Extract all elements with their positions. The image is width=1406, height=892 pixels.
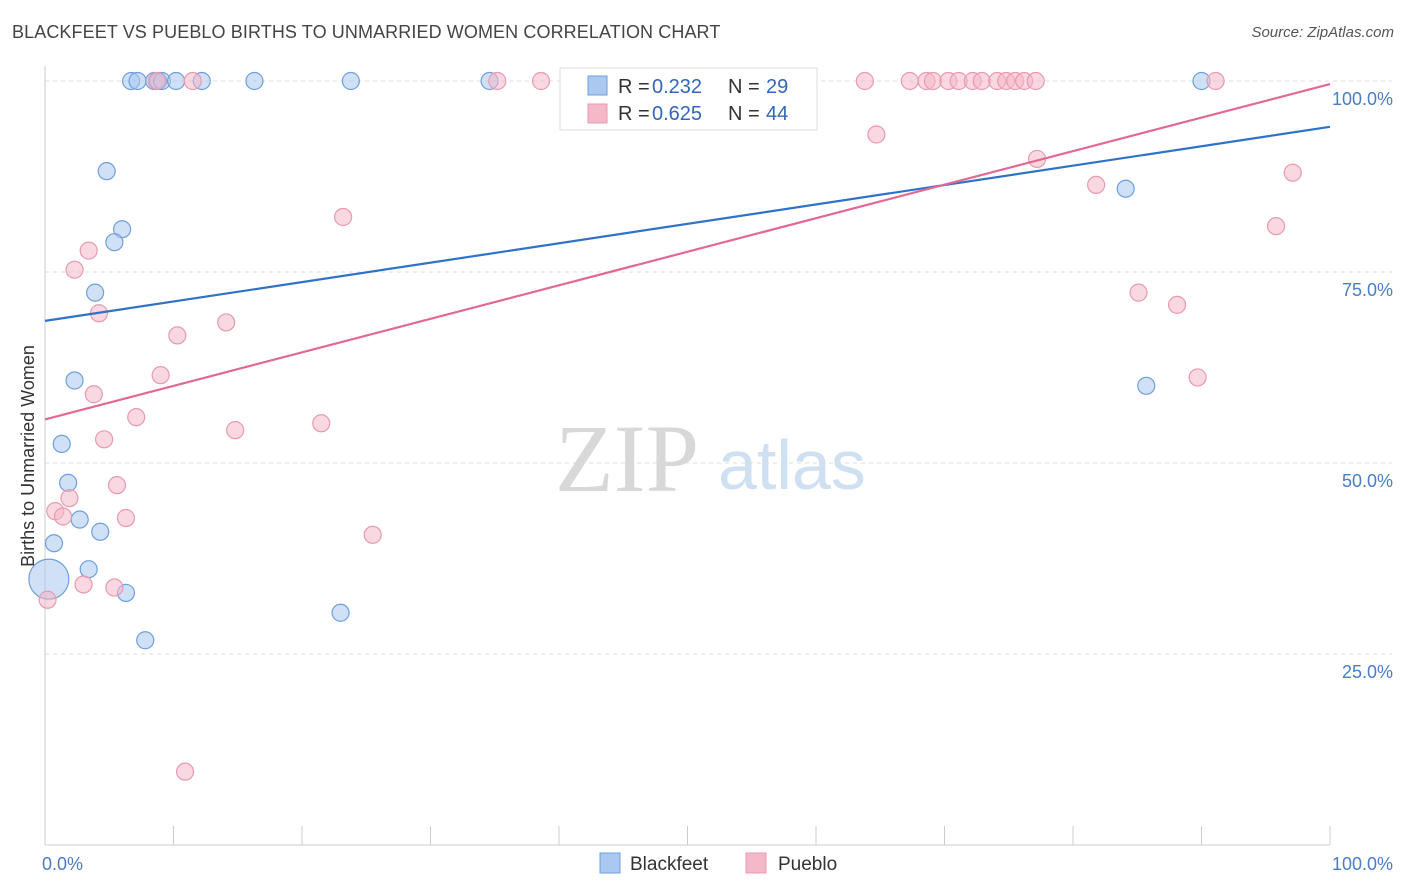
bottom-legend-swatch-blackfeet (599, 852, 621, 874)
grid-layer (45, 80, 1392, 655)
data-point-pueblo (1188, 368, 1207, 387)
data-point-pueblo (60, 489, 79, 508)
data-point-pueblo (531, 71, 551, 91)
points-layer (28, 71, 1302, 781)
data-point-pueblo (1266, 217, 1286, 236)
data-point-blackfeet (128, 71, 147, 91)
data-point-pueblo (74, 575, 93, 594)
data-point-blackfeet (86, 283, 105, 302)
data-point-blackfeet (91, 522, 110, 541)
data-point-blackfeet (166, 71, 186, 91)
data-point-pueblo (217, 313, 236, 332)
data-point-blackfeet (1116, 179, 1135, 198)
trend-layer (44, 82, 1331, 421)
y-axis-title: Births to Unmarried Women (18, 345, 38, 567)
data-point-pueblo (151, 366, 170, 385)
data-point-pueblo (334, 207, 353, 227)
data-point-pueblo (168, 326, 187, 345)
legend-n-value-pueblo: 44 (766, 103, 788, 125)
y-tick-label: 50.0% (1342, 471, 1393, 491)
data-point-pueblo (147, 71, 166, 91)
data-point-pueblo (855, 71, 874, 91)
data-point-pueblo (1283, 163, 1302, 182)
data-point-pueblo (1129, 283, 1148, 302)
data-point-pueblo (488, 71, 507, 91)
data-point-pueblo (107, 476, 127, 495)
y-tick-label: 25.0% (1342, 662, 1393, 682)
legend-r-value-blackfeet: 0.232 (652, 76, 702, 98)
data-point-pueblo (226, 421, 245, 440)
legend-r-value-pueblo: 0.625 (652, 103, 702, 125)
y-tick-label: 100.0% (1332, 89, 1393, 109)
series-legend: Blackfeet Pueblo (599, 852, 837, 875)
legend-swatch-pueblo (587, 103, 608, 124)
data-point-blackfeet (341, 71, 360, 91)
watermark-zip: ZIP (555, 405, 699, 512)
data-point-blackfeet (136, 631, 155, 650)
data-point-blackfeet (331, 603, 350, 622)
data-point-pueblo (84, 385, 103, 404)
data-point-pueblo (1206, 71, 1225, 91)
legend-n-value-blackfeet: 29 (766, 76, 788, 98)
data-point-blackfeet (97, 162, 116, 181)
data-point-blackfeet (70, 510, 89, 529)
data-point-pueblo (127, 408, 146, 427)
data-point-blackfeet (59, 473, 78, 492)
data-point-blackfeet (245, 71, 264, 91)
trendline-blackfeet (44, 125, 1331, 322)
bottom-legend-label-blackfeet: Blackfeet (630, 854, 709, 875)
chart-title: BLACKFEET VS PUEBLO BIRTHS TO UNMARRIED … (12, 22, 721, 42)
legend-n-label-pueblo: N = (728, 103, 760, 125)
data-point-blackfeet (105, 233, 124, 252)
data-point-pueblo (923, 71, 943, 91)
data-point-pueblo (65, 260, 84, 279)
data-point-pueblo (183, 71, 202, 91)
data-point-blackfeet (52, 434, 71, 453)
data-point-pueblo (1087, 175, 1106, 195)
data-point-blackfeet (65, 371, 84, 390)
data-point-pueblo (972, 71, 991, 91)
source-credit: Source: ZipAtlas.com (1251, 24, 1394, 41)
data-point-pueblo (900, 71, 919, 91)
data-point-pueblo (53, 507, 73, 526)
legend-n-label-blackfeet: N = (728, 76, 760, 98)
trendline-pueblo (44, 82, 1331, 421)
x-tick-label: 100.0% (1332, 854, 1393, 874)
data-point-pueblo (312, 414, 331, 433)
bottom-legend-label-pueblo: Pueblo (778, 854, 837, 875)
data-point-pueblo (79, 241, 98, 260)
legend-r-label-blackfeet: R = (618, 76, 650, 98)
data-point-pueblo (867, 125, 886, 144)
data-point-blackfeet (1137, 376, 1156, 395)
data-point-pueblo (95, 430, 114, 449)
data-point-blackfeet (44, 534, 64, 553)
data-point-blackfeet (79, 560, 98, 579)
x-tick-label: 0.0% (42, 854, 83, 874)
data-point-pueblo (363, 525, 382, 544)
bottom-legend-swatch-pueblo (745, 852, 767, 874)
data-point-pueblo (38, 590, 57, 609)
data-point-pueblo (175, 762, 195, 781)
data-point-pueblo (116, 508, 136, 528)
y-tick-label: 75.0% (1342, 280, 1393, 300)
data-point-pueblo (1026, 71, 1045, 91)
watermark: ZIP atlas (555, 405, 866, 512)
legend-swatch-blackfeet (587, 75, 608, 96)
correlation-legend: R = 0.232 N = 29 R = 0.625 N = 44 (559, 67, 818, 131)
data-point-pueblo (105, 578, 124, 597)
axes-layer: 25.0% 50.0% 75.0% 100.0% 0.0% 100.0% (42, 66, 1393, 874)
data-point-pueblo (1167, 295, 1187, 314)
watermark-atlas: atlas (718, 426, 866, 504)
legend-r-label-pueblo: R = (618, 103, 650, 125)
